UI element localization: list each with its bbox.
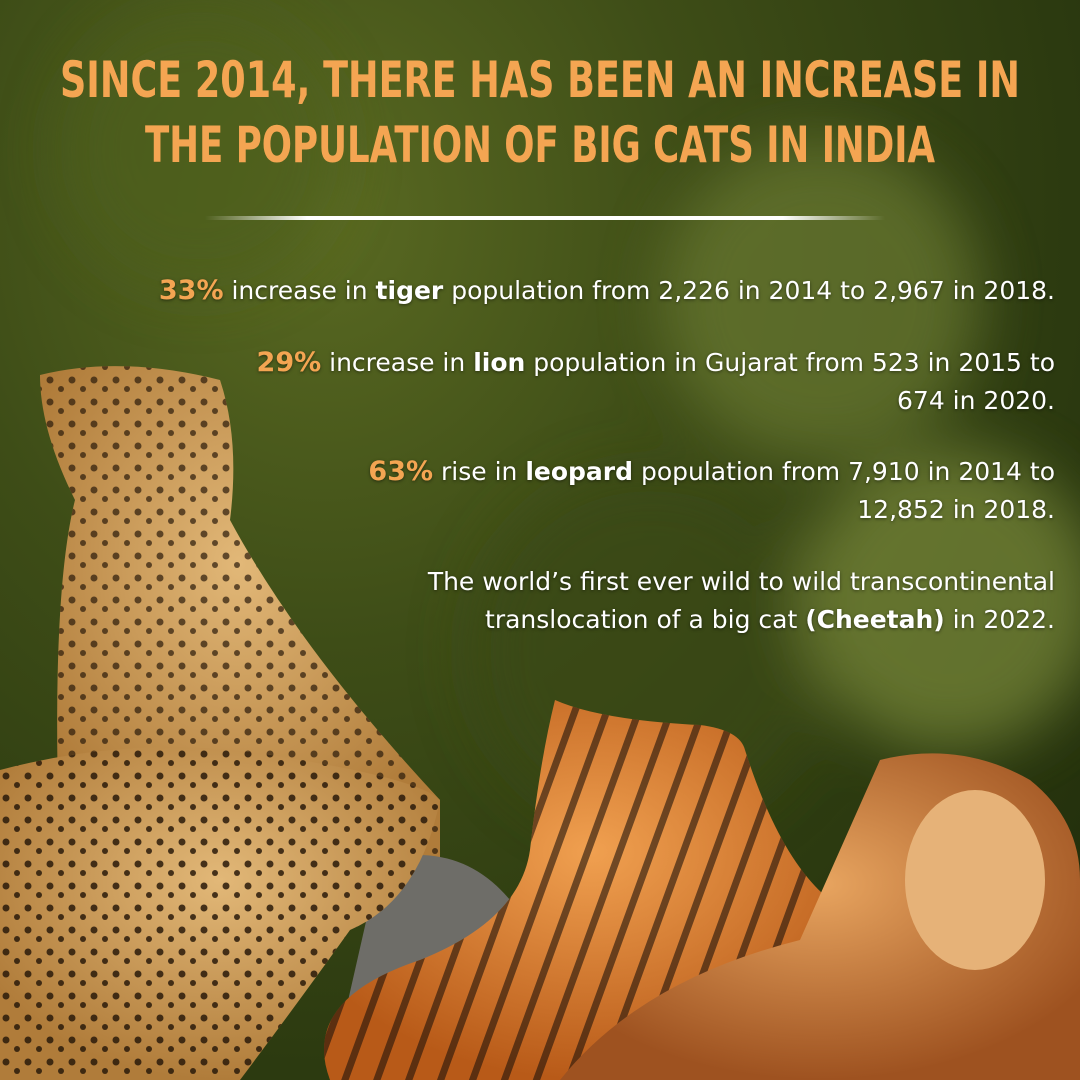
fact-bold: lion: [473, 348, 526, 377]
fact: 33% increase in tiger population from 2,…: [15, 272, 1055, 310]
fact-highlight: 63%: [368, 456, 434, 487]
fact-text: The world’s first ever wild to wild tran…: [427, 567, 1055, 634]
fact: 63% rise in leopard population from 7,91…: [295, 453, 1055, 529]
fact-text: population from 2,226 in 2014 to 2,967 i…: [443, 276, 1055, 305]
title-block: SINCE 2014, THERE HAS BEEN AN INCREASE I…: [60, 51, 1020, 220]
fact-bold: leopard: [525, 457, 634, 486]
title-line: THE POPULATION OF BIG CATS IN INDIA: [145, 116, 935, 174]
fact-text: population from 7,910 in 2014 to 12,852 …: [633, 457, 1055, 524]
fact-text: rise in: [433, 457, 526, 486]
fact: 29% increase in lion population in Gujar…: [215, 344, 1055, 420]
fact-text: population in Gujarat from 523 in 2015 t…: [525, 348, 1055, 415]
fact-text: increase in: [321, 348, 474, 377]
fact-text: increase in: [223, 276, 376, 305]
fact: The world’s first ever wild to wild tran…: [275, 563, 1055, 639]
fact-highlight: 29%: [256, 347, 322, 378]
fact-highlight: 33%: [158, 275, 224, 306]
fact-bold: (Cheetah): [805, 605, 945, 634]
title-line: SINCE 2014, THERE HAS BEEN AN INCREASE I…: [60, 51, 1020, 109]
fact-bold: tiger: [375, 276, 444, 305]
divider: [205, 216, 885, 220]
fact-text: in 2022.: [944, 605, 1055, 634]
